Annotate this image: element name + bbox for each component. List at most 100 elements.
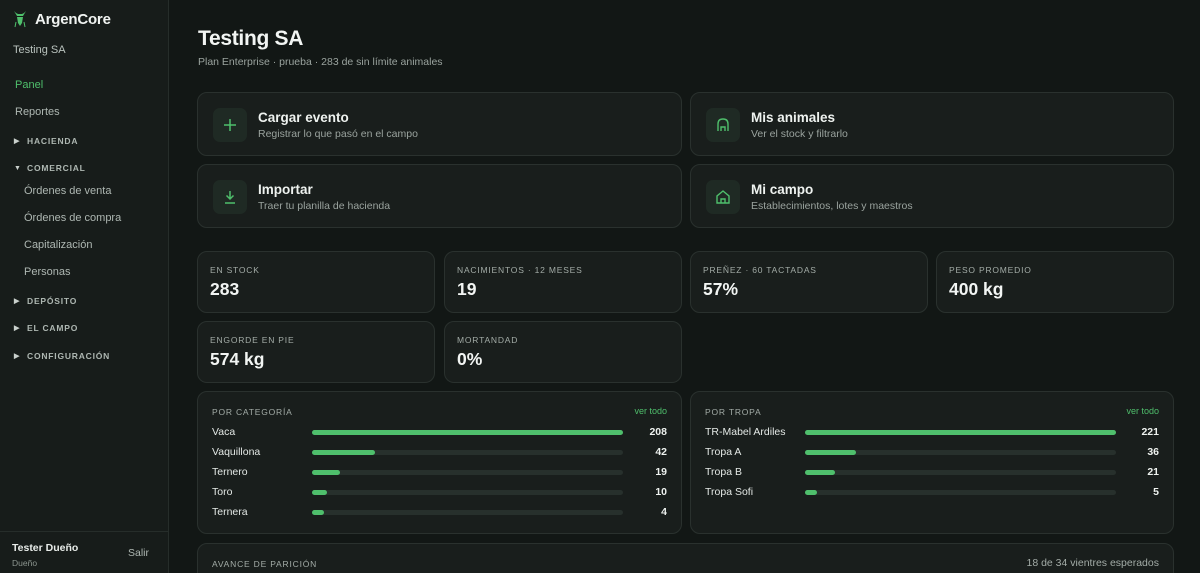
stat-value: 400 kg: [949, 279, 1004, 299]
page-title: Testing SA: [198, 27, 304, 50]
bar-value: 36: [1147, 446, 1159, 458]
bar-row: Ternera 4: [212, 503, 667, 523]
bar-track: [312, 470, 623, 475]
action-card-mis-animales[interactable]: Mis animales Ver el stock y filtrarlo: [690, 92, 1174, 156]
logout-button[interactable]: Salir: [127, 547, 149, 559]
nav-item-capitalizacion[interactable]: Capitalización: [24, 239, 93, 251]
stat-value: 57%: [703, 279, 739, 299]
stat-card-mortandad: MORTANDAD 0%: [444, 321, 682, 383]
bar-label: Vaquillona: [212, 446, 261, 458]
bar-label: Vaca: [212, 426, 236, 438]
stat-label: PESO PROMEDIO: [949, 265, 1032, 275]
nav-item-reportes[interactable]: Reportes: [15, 106, 60, 118]
bar-label: TR-Mabel Ardiles: [705, 426, 786, 438]
download-icon: [213, 180, 247, 214]
bar-value: 221: [1141, 426, 1159, 438]
bull-logo-icon: [14, 11, 26, 28]
stat-label: ENGORDE EN PIE: [210, 335, 295, 345]
stat-card-nacimientos: NACIMIENTOS · 12 MESES 19: [444, 251, 682, 313]
panel-title: POR TROPA: [705, 407, 762, 417]
ver-todo-link[interactable]: ver todo: [634, 406, 667, 416]
nav-item-personas[interactable]: Personas: [24, 266, 71, 278]
stat-card-en-stock: EN STOCK 283: [197, 251, 435, 313]
nav-group-label: COMERCIAL: [27, 163, 86, 173]
animal-icon: [706, 108, 740, 142]
bar-label: Toro: [212, 486, 233, 498]
nav-group-el-campo[interactable]: ▶ EL CAMPO: [14, 323, 78, 333]
caret-right-icon: ▶: [14, 298, 21, 305]
bar-label: Ternera: [212, 506, 248, 518]
caret-down-icon: ▼: [14, 164, 22, 172]
bar-fill: [312, 450, 375, 455]
brand[interactable]: ArgenCore: [13, 10, 111, 28]
user-block: Tester Dueño Dueño Salir: [0, 531, 169, 573]
panel-title: POR CATEGORÍA: [212, 407, 293, 417]
bar-row: Vaca 208: [212, 423, 667, 443]
nav-group-comercial[interactable]: ▼ COMERCIAL: [14, 163, 86, 173]
nav-group-configuracion[interactable]: ▶ CONFIGURACIÓN: [14, 351, 110, 361]
action-description: Traer tu planilla de hacienda: [258, 200, 391, 212]
nav-group-deposito[interactable]: ▶ DEPÓSITO: [14, 296, 77, 306]
stat-label: NACIMIENTOS · 12 MESES: [457, 265, 583, 275]
bar-fill: [805, 450, 856, 455]
organization-name[interactable]: Testing SA: [13, 44, 66, 56]
bar-fill: [312, 470, 341, 475]
bar-row: Toro 10: [212, 483, 667, 503]
bar-fill: [312, 510, 324, 515]
bar-track: [805, 490, 1116, 495]
action-description: Establecimientos, lotes y maestros: [751, 200, 913, 212]
bar-value: 5: [1153, 486, 1159, 498]
bar-value: 4: [661, 506, 667, 518]
stat-card-engorde: ENGORDE EN PIE 574 kg: [197, 321, 435, 383]
nav-group-hacienda[interactable]: ▶ HACIENDA: [14, 136, 78, 146]
bar-row: Vaquillona 42: [212, 443, 667, 463]
panel-por-categoria: POR CATEGORÍA ver todo Vaca 208 Vaquillona…: [197, 391, 682, 534]
action-title: Importar: [258, 182, 313, 197]
action-description: Registrar lo que pasó en el campo: [258, 128, 418, 140]
action-description: Ver el stock y filtrarlo: [751, 128, 848, 140]
bar-label: Tropa Sofi: [705, 486, 754, 498]
brand-name: ArgenCore: [35, 10, 111, 28]
action-card-cargar-evento[interactable]: Cargar evento Registrar lo que pasó en e…: [197, 92, 682, 156]
nav-item-panel[interactable]: Panel: [15, 79, 44, 91]
sidebar: ArgenCore Testing SA Panel Reportes ▶ HA…: [0, 0, 169, 573]
bar-track: [312, 510, 623, 515]
nav-item-ordenes-venta[interactable]: Órdenes de venta: [24, 185, 112, 197]
bar-value: 208: [649, 426, 667, 438]
nav-group-label: EL CAMPO: [27, 323, 79, 333]
bar-value: 10: [655, 486, 667, 498]
bar-fill: [805, 430, 1116, 435]
barn-icon: [706, 180, 740, 214]
stat-label: MORTANDAD: [457, 335, 519, 345]
bar-fill: [805, 490, 818, 495]
panel-title: AVANCE DE PARICIÓN: [212, 559, 318, 569]
bar-track: [312, 430, 623, 435]
bar-track: [805, 450, 1116, 455]
nav-group-label: CONFIGURACIÓN: [27, 351, 111, 361]
bar-row: Ternero 19: [212, 463, 667, 483]
action-title: Mi campo: [751, 182, 814, 197]
panel-por-tropa: POR TROPA ver todo TR-Mabel Ardiles 221 Tr…: [690, 391, 1174, 534]
bar-fill: [312, 430, 623, 435]
action-title: Cargar evento: [258, 110, 349, 125]
bar-track: [805, 470, 1116, 475]
plus-icon: [213, 108, 247, 142]
stat-card-peso-promedio: PESO PROMEDIO 400 kg: [936, 251, 1174, 313]
nav-group-label: DEPÓSITO: [27, 296, 78, 306]
ver-todo-link[interactable]: ver todo: [1126, 406, 1159, 416]
caret-right-icon: ▶: [14, 138, 21, 145]
bar-label: Tropa A: [705, 446, 742, 458]
nav-item-ordenes-compra[interactable]: Órdenes de compra: [24, 212, 122, 224]
bar-row: Tropa Sofi 5: [705, 483, 1159, 503]
action-card-mi-campo[interactable]: Mi campo Establecimientos, lotes y maest…: [690, 164, 1174, 228]
bar-value: 21: [1147, 466, 1159, 478]
user-name: Tester Dueño: [12, 542, 79, 554]
action-card-importar[interactable]: Importar Traer tu planilla de hacienda: [197, 164, 682, 228]
panel-avance-paricion: AVANCE DE PARICIÓN 18 de 34 vientres esp…: [197, 543, 1174, 573]
bar-value: 19: [655, 466, 667, 478]
caret-right-icon: ▶: [14, 353, 21, 360]
action-title: Mis animales: [751, 110, 836, 125]
caret-right-icon: ▶: [14, 325, 21, 332]
bar-row: Tropa A 36: [705, 443, 1159, 463]
avance-summary: 18 de 34 vientres esperados: [1026, 557, 1159, 569]
